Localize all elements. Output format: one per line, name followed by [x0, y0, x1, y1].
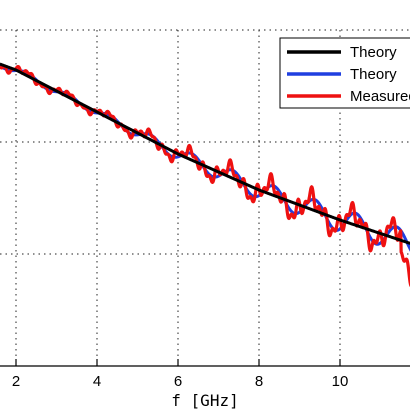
x-axis-title: f [GHz]: [171, 391, 238, 410]
grid: [0, 29, 410, 366]
legend-label-measured: Measured: [350, 88, 410, 105]
x-tick-label: 4: [93, 373, 101, 390]
x-tick-label: 8: [255, 373, 263, 390]
series-line-0: [0, 62, 410, 245]
legend-label-theory-black: Theory: [350, 44, 397, 61]
legend-label-theory-blue: Theory: [350, 66, 397, 83]
series-line-2: [0, 64, 410, 287]
x-tick-label: 6: [174, 373, 182, 390]
series-layer: [0, 62, 410, 287]
ticks: 24681012: [12, 359, 349, 390]
x-tick-label: 10: [332, 373, 349, 390]
x-tick-label: 2: [12, 373, 20, 390]
legend: Theory Theory Measured: [279, 37, 410, 109]
